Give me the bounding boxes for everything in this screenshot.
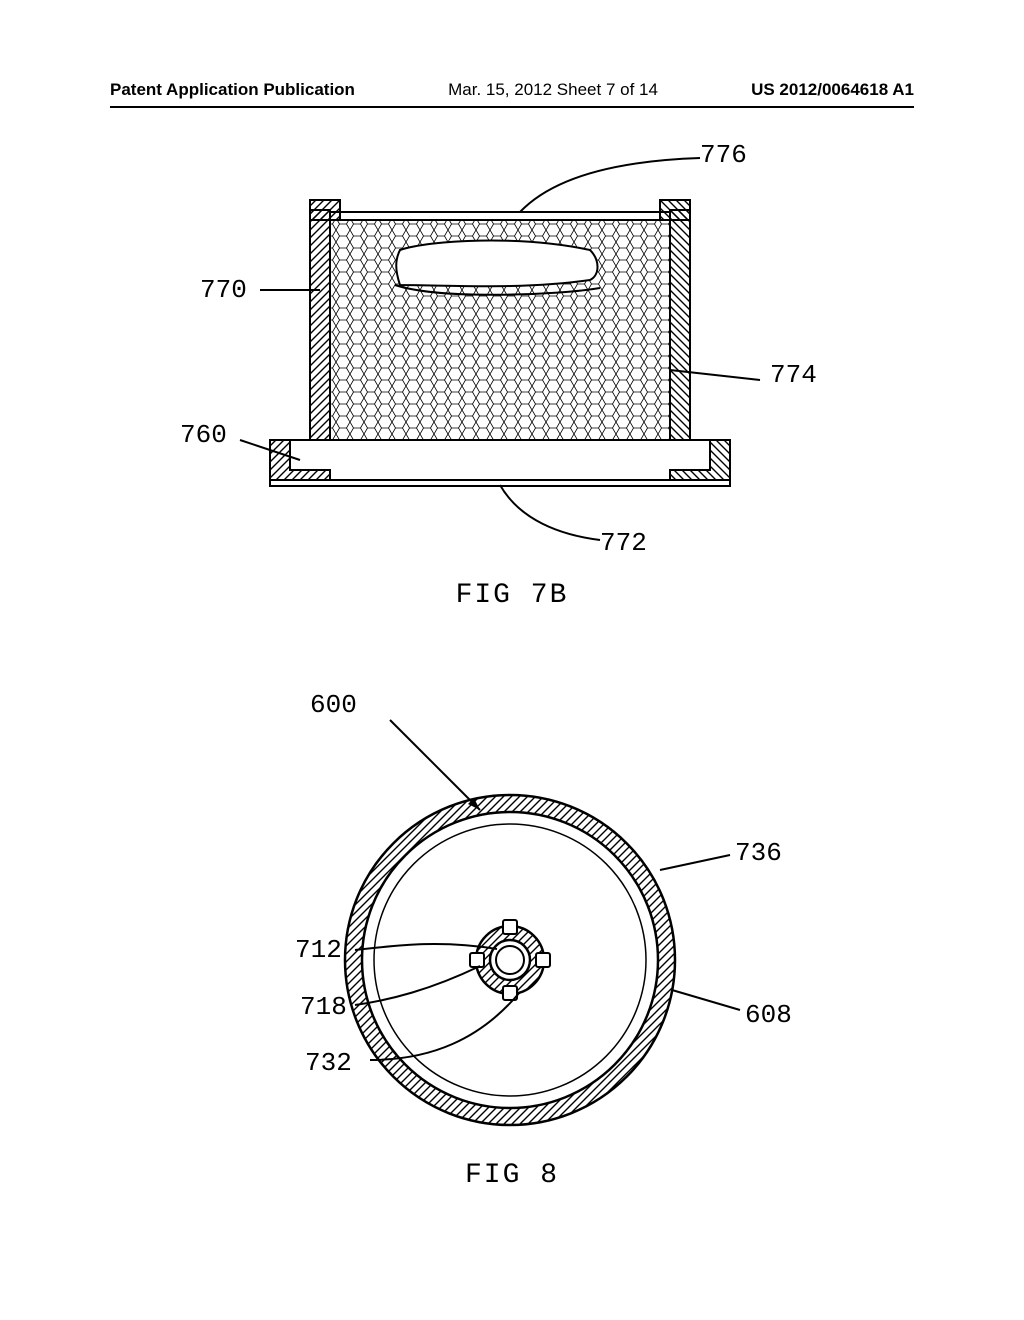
fig7b-label: FIG 7B: [0, 580, 1024, 611]
figure-7b: 776 770 774 760 772 FIG 7B: [0, 140, 1024, 610]
callout-774: 774: [770, 360, 817, 390]
callout-718: 718: [300, 992, 347, 1022]
fig7b-drawing: [0, 140, 1024, 560]
callout-760: 760: [180, 420, 227, 450]
callout-736: 736: [735, 838, 782, 868]
callout-732: 732: [305, 1048, 352, 1078]
callout-608: 608: [745, 1000, 792, 1030]
header-mid: Mar. 15, 2012 Sheet 7 of 14: [448, 80, 658, 100]
callout-712: 712: [295, 935, 342, 965]
fig8-drawing: [0, 660, 1024, 1160]
callout-600: 600: [310, 690, 357, 720]
callout-772: 772: [600, 528, 647, 558]
fig8-label: FIG 8: [0, 1160, 1024, 1191]
callout-770: 770: [200, 275, 247, 305]
header-right: US 2012/0064618 A1: [751, 80, 914, 100]
figure-8: 600 736 712 608 718 732 FIG 8: [0, 660, 1024, 1220]
header-left: Patent Application Publication: [110, 80, 355, 100]
callout-776: 776: [700, 140, 747, 170]
header-rule: [110, 106, 914, 108]
